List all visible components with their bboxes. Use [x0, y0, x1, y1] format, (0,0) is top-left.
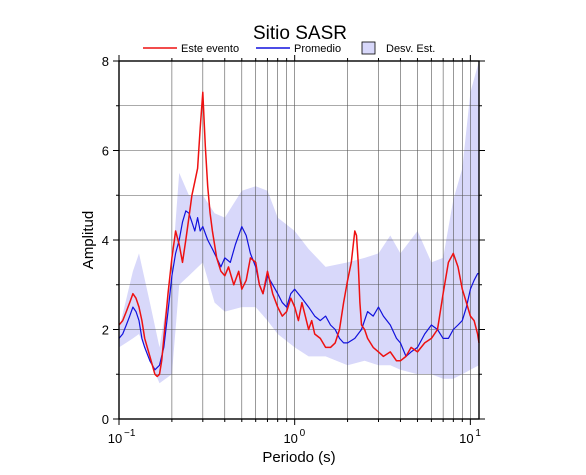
x-axis-label: Periodo (s): [262, 449, 335, 466]
y-axis-label: Amplitud: [80, 211, 97, 269]
x-tick-label: 10: [459, 431, 473, 446]
legend-label: Desv. Est.: [386, 43, 435, 55]
legend: Este evento Promedio Desv. Est.: [143, 41, 435, 55]
y-tick-label: 8: [102, 54, 109, 69]
x-tick-exponent: 0: [300, 428, 306, 439]
y-tick-label: 6: [102, 144, 109, 159]
legend-label: Este evento: [181, 43, 239, 55]
x-tick-label: 10: [108, 431, 122, 446]
grid-layer: [118, 61, 479, 419]
legend-swatch-patch: [361, 41, 376, 55]
legend-label: Promedio: [294, 43, 341, 55]
y-tick-label: 4: [102, 233, 109, 248]
series-line-promedio: [118, 210, 479, 371]
chart-title: Sitio SASR: [253, 23, 347, 44]
x-tick-exponent: 1: [475, 428, 481, 439]
band-layer: [119, 61, 479, 384]
axes-layer: [113, 55, 485, 425]
std-band: [119, 61, 479, 384]
x-tick-label: 10: [283, 431, 297, 446]
series-layer: [118, 91, 480, 378]
series-line-este-evento: [118, 91, 480, 378]
y-tick-label: 2: [102, 323, 109, 338]
x-tick-exponent: −1: [124, 428, 136, 439]
y-tick-label: 0: [102, 412, 109, 427]
